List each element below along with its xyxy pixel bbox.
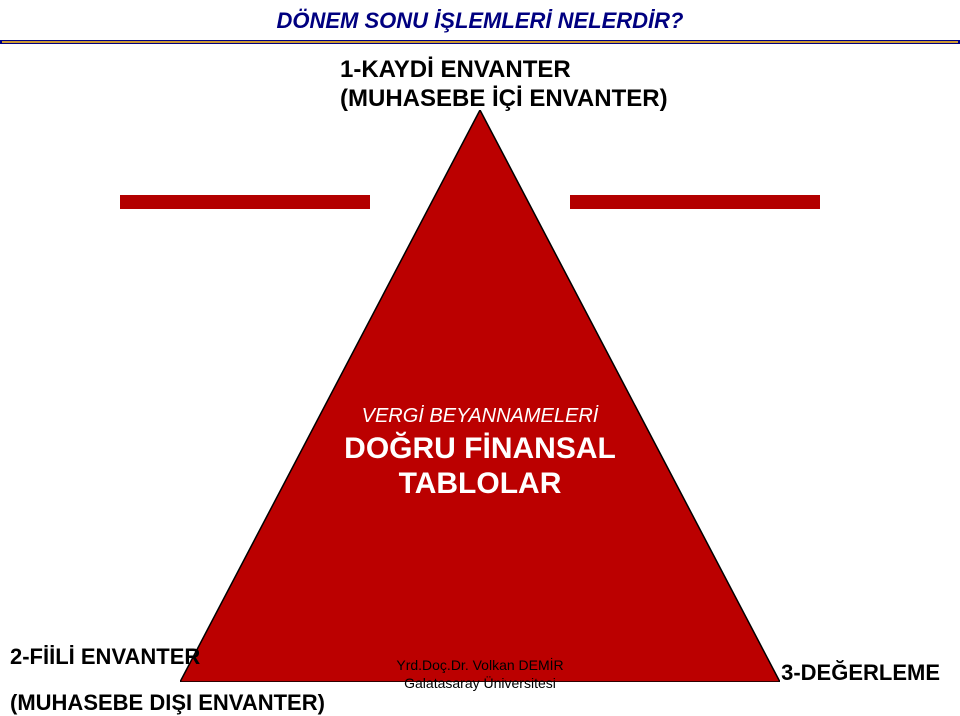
triangle-text: VERGİ BEYANNAMELERİ DOĞRU FİNANSAL TABLO… bbox=[260, 405, 700, 501]
title-underline-inner bbox=[2, 41, 958, 43]
page-title: DÖNEM SONU İŞLEMLERİ NELERDİR? bbox=[0, 8, 960, 34]
bottom-right-label: 3-DEĞERLEME bbox=[781, 660, 940, 686]
triangle-main-line2: TABLOLAR bbox=[399, 467, 562, 500]
apex-heading-line1: 1-KAYDİ ENVANTER bbox=[340, 56, 571, 83]
bottom-left-line1: 2-FİİLİ ENVANTER bbox=[10, 644, 200, 670]
footer-line1: Yrd.Doç.Dr. Volkan DEMİR bbox=[396, 657, 563, 673]
bottom-left-line2: (MUHASEBE DIŞI ENVANTER) bbox=[10, 690, 325, 716]
apex-heading-line2: (MUHASEBE İÇİ ENVANTER) bbox=[340, 85, 668, 112]
triangle-main-line1: DOĞRU FİNANSAL bbox=[344, 432, 616, 465]
triangle-subtitle: VERGİ BEYANNAMELERİ bbox=[260, 405, 700, 428]
apex-heading: 1-KAYDİ ENVANTER (MUHASEBE İÇİ ENVANTER) bbox=[340, 56, 740, 114]
triangle-diagram bbox=[180, 110, 780, 682]
footer-line2: Galatasaray Üniversitesi bbox=[404, 675, 556, 691]
footer-credit: Yrd.Doç.Dr. Volkan DEMİR Galatasaray Üni… bbox=[320, 656, 640, 692]
triangle-main-text: DOĞRU FİNANSAL TABLOLAR bbox=[260, 432, 700, 501]
triangle-shape bbox=[180, 110, 780, 682]
